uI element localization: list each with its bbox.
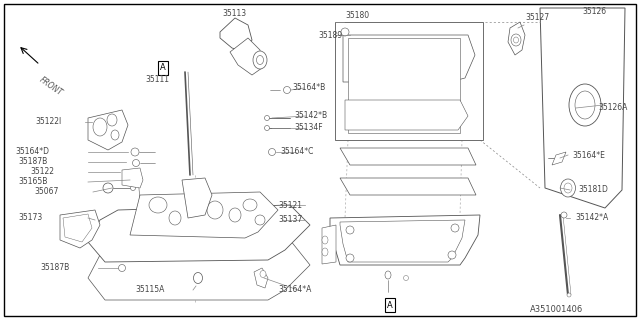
Polygon shape	[340, 220, 465, 262]
Polygon shape	[345, 100, 468, 130]
Polygon shape	[330, 215, 480, 265]
Ellipse shape	[131, 186, 136, 190]
Text: 35126A: 35126A	[598, 103, 627, 113]
Text: 35122I: 35122I	[35, 117, 61, 126]
Ellipse shape	[403, 276, 408, 281]
Text: 35189: 35189	[318, 30, 342, 39]
Ellipse shape	[575, 91, 595, 119]
Polygon shape	[88, 240, 310, 300]
Ellipse shape	[322, 236, 328, 244]
Text: A: A	[387, 300, 393, 309]
Text: 35180: 35180	[345, 11, 369, 20]
Polygon shape	[130, 192, 278, 238]
Ellipse shape	[513, 37, 518, 43]
Ellipse shape	[169, 211, 181, 225]
Polygon shape	[88, 110, 128, 150]
Ellipse shape	[118, 265, 125, 271]
Ellipse shape	[385, 271, 391, 279]
Ellipse shape	[561, 179, 575, 197]
Ellipse shape	[260, 270, 266, 277]
Text: 35165B: 35165B	[18, 178, 47, 187]
Polygon shape	[322, 225, 336, 264]
Ellipse shape	[131, 148, 139, 156]
Ellipse shape	[243, 199, 257, 211]
Ellipse shape	[284, 86, 291, 93]
Text: 35137: 35137	[278, 215, 302, 225]
Ellipse shape	[255, 215, 265, 225]
Polygon shape	[88, 205, 310, 262]
Text: 35142*B: 35142*B	[294, 111, 327, 121]
Polygon shape	[230, 38, 262, 75]
Ellipse shape	[207, 201, 223, 219]
Text: 35164*D: 35164*D	[15, 148, 49, 156]
Text: 35115A: 35115A	[135, 285, 164, 294]
Ellipse shape	[564, 183, 572, 193]
Ellipse shape	[253, 51, 267, 69]
Ellipse shape	[448, 251, 456, 259]
Polygon shape	[220, 18, 252, 52]
Text: 35111: 35111	[145, 76, 169, 84]
Text: 35164*A: 35164*A	[278, 285, 312, 294]
Ellipse shape	[567, 293, 571, 297]
Polygon shape	[340, 148, 476, 165]
Text: 35164*C: 35164*C	[280, 148, 314, 156]
Ellipse shape	[511, 34, 521, 46]
Text: FRONT: FRONT	[38, 75, 65, 97]
Ellipse shape	[93, 118, 107, 136]
Text: 35173: 35173	[18, 213, 42, 222]
Ellipse shape	[451, 224, 459, 232]
Ellipse shape	[322, 248, 328, 256]
Text: 35122: 35122	[30, 167, 54, 177]
Polygon shape	[63, 214, 92, 242]
Bar	[335, 22, 483, 140]
Text: 35164*B: 35164*B	[292, 84, 325, 92]
Polygon shape	[60, 210, 100, 248]
Text: 35181D: 35181D	[578, 186, 608, 195]
Polygon shape	[182, 178, 212, 218]
Text: 35067: 35067	[34, 188, 58, 196]
Polygon shape	[254, 268, 268, 288]
Ellipse shape	[569, 84, 601, 126]
Ellipse shape	[149, 197, 167, 213]
Text: 35113: 35113	[222, 10, 246, 19]
Text: A351001406: A351001406	[530, 306, 583, 315]
Ellipse shape	[346, 226, 354, 234]
Ellipse shape	[269, 148, 275, 156]
Polygon shape	[343, 35, 475, 82]
Polygon shape	[340, 178, 476, 195]
Text: A: A	[160, 63, 166, 73]
Ellipse shape	[346, 254, 354, 262]
Text: 35164*E: 35164*E	[572, 150, 605, 159]
Ellipse shape	[111, 130, 119, 140]
Ellipse shape	[132, 159, 140, 166]
Bar	[348, 38, 460, 133]
Ellipse shape	[229, 208, 241, 222]
Ellipse shape	[264, 125, 269, 131]
Polygon shape	[552, 152, 566, 165]
Ellipse shape	[107, 114, 117, 126]
Text: 35121: 35121	[278, 201, 302, 210]
Text: 35127: 35127	[525, 13, 549, 22]
Ellipse shape	[264, 116, 269, 121]
Ellipse shape	[341, 28, 349, 36]
Ellipse shape	[193, 273, 202, 284]
Text: 35187B: 35187B	[40, 263, 69, 273]
Polygon shape	[122, 168, 143, 188]
Ellipse shape	[257, 55, 264, 65]
Ellipse shape	[190, 194, 200, 206]
Text: 35126: 35126	[582, 7, 606, 17]
Text: 35187B: 35187B	[18, 157, 47, 166]
Polygon shape	[540, 8, 625, 208]
Polygon shape	[508, 22, 525, 55]
Ellipse shape	[561, 212, 567, 218]
Text: 35142*A: 35142*A	[575, 213, 608, 222]
Text: 35134F: 35134F	[294, 124, 323, 132]
Ellipse shape	[103, 183, 113, 193]
